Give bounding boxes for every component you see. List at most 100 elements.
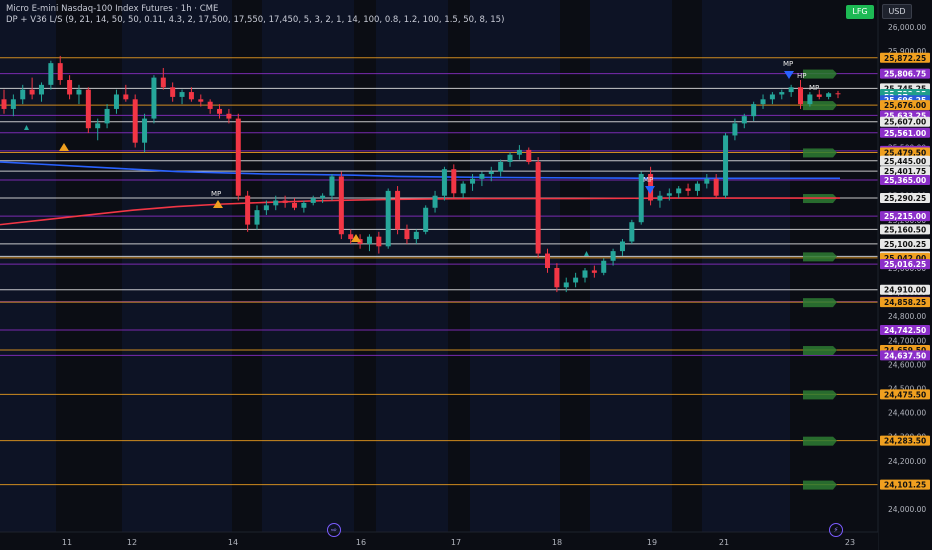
lightning-icon[interactable]: ⚡ [829, 523, 843, 537]
candle-body [104, 108, 110, 124]
time-tick-label: 11 [62, 538, 72, 547]
price-level-label: 25,290.25 [884, 194, 926, 203]
price-tick-label: 24,200.00 [888, 457, 926, 466]
price-level-tag[interactable] [880, 350, 930, 361]
currency-button[interactable]: USD [882, 4, 912, 19]
candle-body [591, 270, 597, 273]
candle-body [198, 99, 204, 102]
price-level-tag[interactable] [880, 193, 930, 204]
marker-down-triangle [784, 71, 794, 79]
price-level-label: 25,872.25 [884, 54, 926, 63]
candle-body [779, 92, 785, 95]
candle-body [826, 93, 832, 97]
candle-body [732, 123, 738, 136]
candle-body [385, 190, 391, 247]
marker-mp-label: MP [783, 60, 793, 68]
price-level-tag[interactable] [880, 284, 930, 295]
candle-body [57, 63, 63, 81]
session-band [122, 0, 232, 532]
session-band [0, 0, 56, 532]
price-level-tag[interactable] [880, 175, 930, 186]
marker-mp-label: MP [643, 176, 653, 184]
candle-body [329, 176, 335, 196]
symbol-title[interactable]: Micro E-mini Nasdaq-100 Index Futures · … [6, 4, 219, 14]
candle-body [498, 161, 504, 172]
price-level-tag[interactable] [880, 238, 930, 249]
candle-body [807, 94, 813, 105]
candle-body [638, 174, 644, 223]
marker-up-triangle [59, 143, 69, 151]
candle-body [113, 94, 119, 109]
zone-tag [803, 480, 833, 490]
candle-body [573, 277, 579, 283]
candle-body [723, 135, 729, 196]
zone-tag [803, 148, 833, 158]
price-level-tag[interactable] [880, 297, 930, 308]
candle-body [601, 260, 607, 273]
candle-body [1, 99, 7, 109]
price-level-tag[interactable] [880, 166, 930, 177]
price-level-tag[interactable] [880, 435, 930, 446]
candle-body [301, 202, 307, 208]
candle-body [151, 77, 157, 119]
candle-body [291, 202, 297, 208]
price-level-tag[interactable] [880, 389, 930, 400]
price-level-tag[interactable] [880, 100, 930, 111]
zone-tag [803, 298, 833, 308]
price-level-tag[interactable] [880, 147, 930, 158]
price-axis[interactable] [878, 0, 932, 550]
indicator-legend[interactable]: DP + V36 L/S (9, 21, 14, 50, 50, 0.11, 4… [6, 15, 505, 25]
price-level-label: 25,401.75 [884, 167, 926, 176]
chart-header: Micro E-mini Nasdaq-100 Index Futures · … [6, 4, 504, 26]
price-level-label: 25,633.25 [884, 111, 926, 120]
candle-body [760, 99, 766, 105]
price-level-tag[interactable] [880, 224, 930, 235]
price-level-tag[interactable] [880, 68, 930, 79]
zone-tag [803, 390, 833, 400]
price-level-tag[interactable] [880, 479, 930, 490]
price-level-tag[interactable] [880, 127, 930, 138]
candle-body [741, 116, 747, 124]
candle-body [226, 113, 232, 119]
candle-body [179, 92, 185, 97]
candle-body [788, 87, 794, 93]
marker-small-up [24, 125, 29, 130]
price-level-label: 25,215.00 [884, 212, 926, 221]
candle-body [432, 195, 438, 208]
go-to-date-icon[interactable]: ⇨ [327, 523, 341, 537]
price-level-tag[interactable] [880, 52, 930, 63]
time-tick-label: 23 [845, 538, 855, 547]
candle-body [95, 123, 101, 129]
candle-body [10, 99, 16, 109]
price-level-tag[interactable] [880, 211, 930, 222]
time-axis[interactable] [0, 532, 878, 550]
candle-body [835, 93, 841, 95]
candle-body [545, 253, 551, 268]
zone-tag-tip [833, 436, 837, 446]
candle-body [685, 188, 691, 191]
candle-body [460, 183, 466, 194]
candle-body [582, 270, 588, 278]
lfg-badge: LFG [846, 5, 874, 19]
candle-body [235, 118, 241, 196]
candle-body [160, 77, 166, 88]
price-level-label: 25,806.75 [884, 70, 926, 79]
candle-body [123, 94, 129, 100]
price-tick-label: 24,800.00 [888, 312, 926, 321]
zone-tag [803, 69, 833, 79]
candle-body [676, 188, 682, 194]
time-tick-label: 18 [552, 538, 562, 547]
price-level-tag[interactable] [880, 155, 930, 166]
price-tick-label: 26,000.00 [888, 23, 926, 32]
price-level-tag[interactable] [880, 325, 930, 336]
price-level-tag[interactable] [880, 259, 930, 270]
marker-mp-label: MP [211, 190, 221, 198]
candle-body [751, 104, 757, 117]
price-level-label: 24,742.50 [884, 326, 926, 335]
candle-body [188, 92, 194, 100]
candle-body [404, 229, 410, 240]
price-level-label: 25,479.50 [884, 148, 926, 157]
price-level-tag[interactable] [880, 116, 930, 127]
